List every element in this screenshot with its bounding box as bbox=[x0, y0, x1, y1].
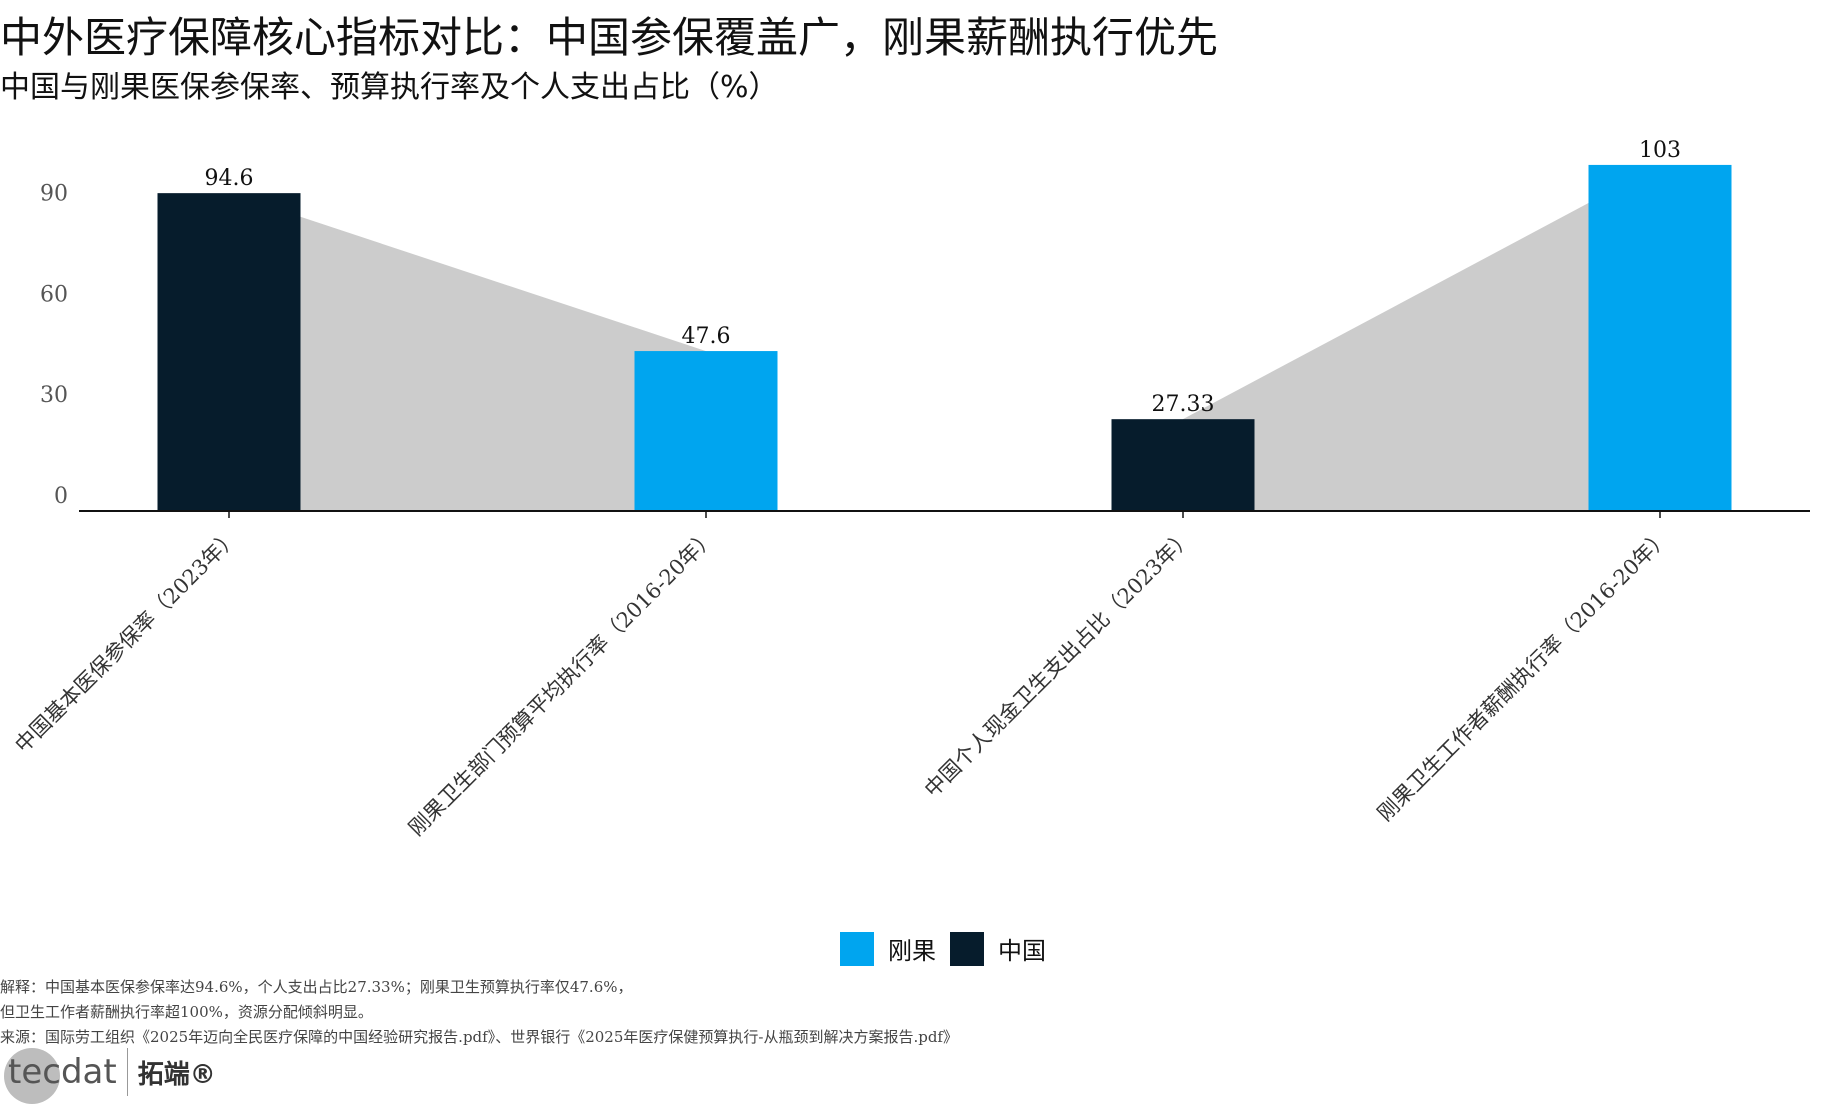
y-tick-label-2: 60 bbox=[40, 282, 68, 307]
bar-0 bbox=[157, 193, 301, 512]
bar-chart: 94.6 47.6 27.33 103 中国基本医保参保率（2023年） 刚果卫生部门预算… bbox=[10, 138, 1810, 841]
logo-divider bbox=[126, 1048, 128, 1096]
data-label-0: 94.6 bbox=[205, 166, 254, 191]
legend-swatch-china bbox=[950, 931, 984, 966]
data-label-2: 27.33 bbox=[1152, 392, 1215, 417]
logo-circle bbox=[4, 1048, 60, 1104]
x-tick-label-0: 中国基本医保参保率（2023年） bbox=[10, 524, 243, 757]
chart-subtitle: 中国与刚果医保参保率、预算执行率及个人支出占比（%） bbox=[0, 70, 779, 105]
y-tick-label-0: 0 bbox=[54, 484, 68, 509]
legend: 刚果 中国 bbox=[840, 931, 1060, 966]
bar-2 bbox=[1111, 419, 1255, 511]
y-tick-label-3: 90 bbox=[40, 182, 68, 207]
x-tick-label-1: 刚果卫生部门预算平均执行率（2016-20年） bbox=[404, 524, 720, 840]
connector-band-1 bbox=[1183, 164, 1660, 512]
connector-band-0 bbox=[229, 193, 706, 512]
bar-1 bbox=[634, 351, 778, 511]
data-label-1: 47.6 bbox=[682, 324, 731, 349]
x-tick-label-3: 刚果卫生工作者薪酬执行率（2016-20年） bbox=[1373, 524, 1674, 825]
legend-swatch-congo bbox=[840, 931, 874, 966]
x-tick-label-2: 中国个人现金卫生支出占比（2023年） bbox=[920, 524, 1198, 802]
tecdat-logo: tecdat 拓端® bbox=[4, 1048, 216, 1104]
bar-3 bbox=[1588, 164, 1732, 512]
chart-title: 中外医疗保障核心指标对比：中国参保覆盖广，刚果薪酬执行优先 bbox=[0, 13, 1219, 62]
legend-label-china: 中国 bbox=[998, 937, 1046, 965]
legend-label-congo: 刚果 bbox=[888, 937, 936, 965]
y-tick-label-1: 30 bbox=[40, 383, 68, 408]
data-label-3: 103 bbox=[1639, 138, 1681, 163]
footer-source: 来源：国际劳工组织《2025年迈向全民医疗保障的中国经验研究报告.pdf》、世界… bbox=[0, 1028, 958, 1046]
logo-text: tecdat bbox=[8, 1052, 117, 1092]
logo-cn: 拓端® bbox=[137, 1059, 216, 1090]
footer-note-2: 但卫生工作者薪酬执行率超100%，资源分配倾斜明显。 bbox=[0, 1003, 373, 1021]
footer-note-1: 解释：中国基本医保参保率达94.6%，个人支出占比27.33%；刚果卫生预算执行… bbox=[0, 978, 633, 996]
